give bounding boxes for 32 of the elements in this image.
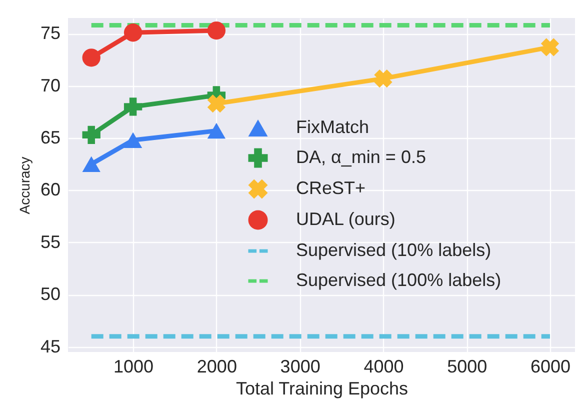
point — [124, 132, 142, 148]
y-tick-label: 45 — [40, 336, 60, 356]
y-axis-title: Accuracy — [16, 156, 32, 214]
y-tick-label: 50 — [40, 284, 60, 304]
y-tick-label: 60 — [40, 180, 60, 200]
legend-label: Supervised (100% labels) — [296, 270, 502, 290]
point — [207, 94, 226, 113]
legend-label: CReST+ — [296, 178, 366, 198]
legend-label: Supervised (10% labels) — [296, 240, 492, 260]
y-tick-label: 55 — [40, 232, 60, 252]
point — [82, 126, 100, 144]
legend-label: DA, α_min = 0.5 — [296, 147, 426, 167]
y-tick-label: 70 — [40, 75, 60, 96]
x-tick-label: 4000 — [364, 356, 404, 376]
point — [374, 69, 392, 88]
point — [207, 21, 226, 40]
point — [124, 24, 142, 42]
y-tick-label: 65 — [40, 128, 60, 148]
point — [82, 156, 100, 172]
x-tick-label: 5000 — [447, 356, 488, 376]
point — [124, 98, 142, 116]
legend-label: UDAL (ours) — [296, 209, 396, 229]
point — [540, 38, 560, 56]
x-tick-label: 6000 — [530, 356, 571, 376]
x-axis-title: Total Training Epochs — [236, 378, 408, 398]
x-tick-label: 3000 — [280, 356, 320, 376]
x-tick-label: 2000 — [196, 356, 237, 376]
legend-label: FixMatch — [296, 117, 370, 137]
point — [82, 48, 100, 67]
x-tick-label: 1000 — [114, 356, 154, 376]
y-tick-label: 75 — [40, 23, 60, 44]
point — [207, 122, 226, 139]
